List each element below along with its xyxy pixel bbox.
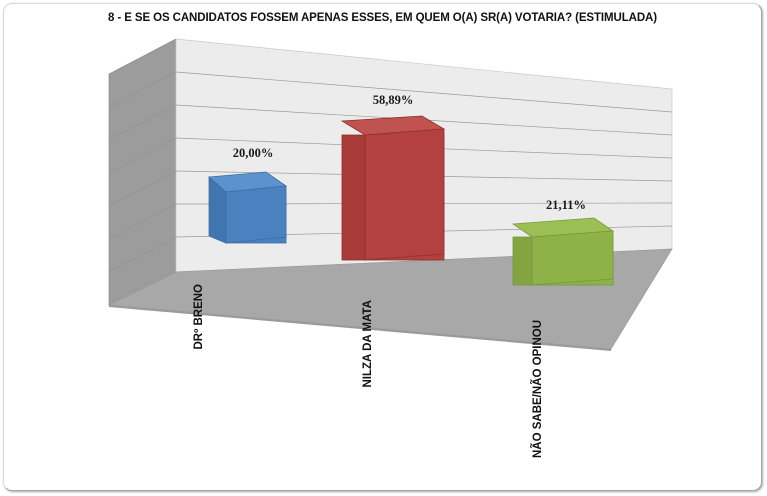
bar-body — [512, 236, 533, 286]
chart-scene-3d — [107, 38, 673, 351]
bar-side-face — [364, 128, 445, 261]
side-wall-gridlines — [108, 71, 177, 273]
bar-chart-plot: 20,00% 58,89% 21,11% DRº BRENO NILZA DA … — [107, 38, 673, 458]
bar-side-face — [531, 230, 614, 286]
side-wall — [108, 38, 177, 306]
bar-dr-breno[interactable]: 20,00% — [208, 146, 288, 244]
chart-frame: 8 - E SE OS CANDIDATOS FOSSEM APENAS ESS… — [3, 3, 762, 491]
category-label-0: DRº BRENO — [193, 284, 205, 350]
bar-side-face — [225, 185, 287, 244]
bar-shadow-face — [209, 177, 226, 243]
bar-value-label: 58,89% — [373, 93, 414, 107]
bar-value-label: 20,00% — [233, 146, 274, 160]
bar-nilza-da-mata[interactable]: 58,89% — [340, 93, 446, 261]
bar-nao-sabe-nao-opinou[interactable]: 21,11% — [511, 198, 615, 286]
chart-title: 8 - E SE OS CANDIDATOS FOSSEM APENAS ESS… — [108, 12, 657, 24]
category-label-2: NÃO SABE/NÃO OPINOU — [531, 320, 544, 458]
floor-front-edge — [109, 305, 611, 351]
category-axis-labels: DRº BRENO NILZA DA MATA NÃO SABE/NÃO OPI… — [193, 284, 544, 458]
bar-body — [341, 134, 366, 261]
category-label-1: NILZA DA MATA — [362, 300, 374, 388]
bar-value-label: 21,11% — [546, 198, 586, 212]
